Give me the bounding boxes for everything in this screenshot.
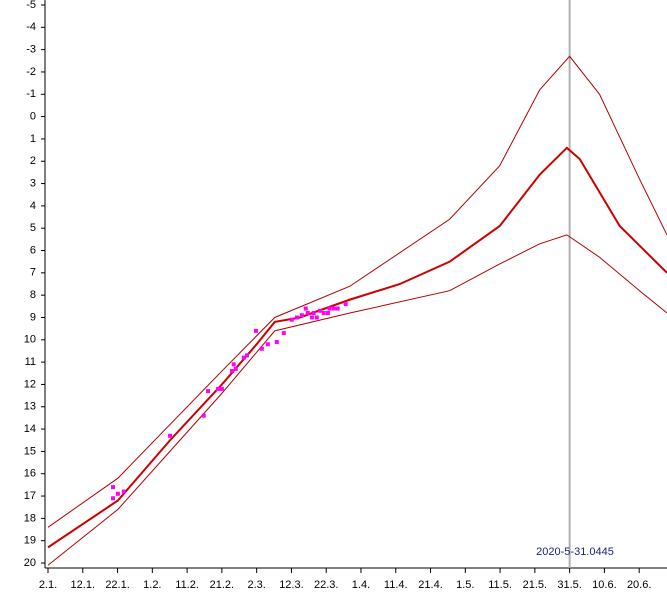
x-tick-label: 1.4.: [352, 579, 370, 591]
observation-point: [111, 485, 116, 490]
x-tick-label: 11.2.: [175, 579, 199, 591]
y-tick-label: 5: [30, 222, 36, 234]
observation-point: [244, 353, 249, 358]
observation-point: [314, 315, 319, 320]
y-tick-label: 3: [30, 177, 36, 189]
x-tick-label: 21.5.: [523, 579, 547, 591]
x-tick-label: 11.4.: [384, 579, 408, 591]
y-tick-label: 7: [30, 267, 36, 279]
curve: [47, 234, 667, 566]
x-tick-label: 1.5.: [456, 579, 474, 591]
x-tick-label: 2.1.: [39, 579, 57, 591]
observation-point: [325, 311, 330, 316]
observation-point: [231, 362, 236, 367]
y-tick-label: 0: [30, 111, 36, 123]
plot-area: [47, 0, 667, 568]
x-tick-label: 21.2.: [210, 579, 234, 591]
observation-point: [233, 366, 238, 371]
observation-point: [115, 491, 120, 496]
observation-point: [219, 386, 224, 391]
y-tick-label: 11: [25, 356, 36, 368]
observation-point: [274, 340, 279, 345]
x-tick-label: 21.4.: [418, 579, 442, 591]
x-tick-label: 1.2.: [143, 579, 161, 591]
x-tick-label: 12.3.: [279, 579, 303, 591]
y-tick-label: 9: [30, 311, 36, 323]
observation-point: [331, 306, 336, 311]
x-tick-label: 22.1.: [105, 579, 129, 591]
x-tick-label: 20.6.: [627, 579, 651, 591]
y-tick-label: -4: [26, 21, 36, 33]
observation-point: [289, 317, 294, 322]
observation-point: [265, 342, 270, 347]
y-tick-label: 19: [24, 535, 36, 547]
y-tick-label: 10: [24, 334, 36, 346]
curve: [47, 146, 667, 549]
observation-point: [309, 315, 314, 320]
y-tick-label: 14: [24, 423, 36, 435]
y-tick-label: 16: [24, 468, 36, 480]
y-tick-label: 15: [24, 445, 36, 457]
y-tick-label: 20: [24, 557, 36, 569]
curve: [47, 55, 667, 528]
y-tick-label: 6: [30, 244, 36, 256]
y-tick-label: 4: [30, 200, 36, 212]
observation-point: [201, 413, 206, 418]
observation-point: [321, 311, 326, 316]
observation-point: [311, 311, 316, 316]
observation-point: [317, 308, 322, 313]
y-tick-label: -2: [26, 66, 36, 78]
observation-point: [343, 302, 348, 307]
observation-point: [121, 489, 126, 494]
x-tick-label: 22.3.: [314, 579, 338, 591]
annotation: 2020-5-31.0445: [536, 546, 614, 558]
observation-point: [327, 306, 332, 311]
y-tick-label: -5: [26, 0, 36, 11]
x-tick-label: 31.5.: [557, 579, 581, 591]
observation-point: [205, 389, 210, 394]
observation-point: [259, 346, 264, 351]
observation-point: [303, 306, 308, 311]
y-tick-label: 8: [30, 289, 36, 301]
x-tick-label: 10.6.: [592, 579, 616, 591]
y-tick-label: 12: [24, 378, 36, 390]
observation-point: [168, 433, 173, 438]
y-tick-label: 18: [24, 512, 36, 524]
x-tick-label: 12.1.: [71, 579, 95, 591]
observation-point: [253, 328, 258, 333]
y-tick-label: 13: [24, 401, 36, 413]
y-tick-label: 17: [24, 490, 36, 502]
y-tick-label: -3: [26, 44, 36, 56]
observation-point: [335, 306, 340, 311]
x-tick-label: 11.5.: [488, 579, 512, 591]
y-tick-label: 1: [30, 133, 36, 145]
observation-point: [229, 369, 234, 374]
y-tick-label: 2: [30, 155, 36, 167]
observation-point: [111, 496, 116, 501]
observation-point: [299, 313, 304, 318]
observation-point: [216, 386, 221, 391]
x-tick-label: 2.3.: [247, 579, 265, 591]
y-tick-label: -1: [26, 88, 36, 100]
observation-point: [281, 331, 286, 336]
observation-point: [294, 315, 299, 320]
observation-point: [305, 311, 310, 316]
observation-point: [241, 355, 246, 360]
